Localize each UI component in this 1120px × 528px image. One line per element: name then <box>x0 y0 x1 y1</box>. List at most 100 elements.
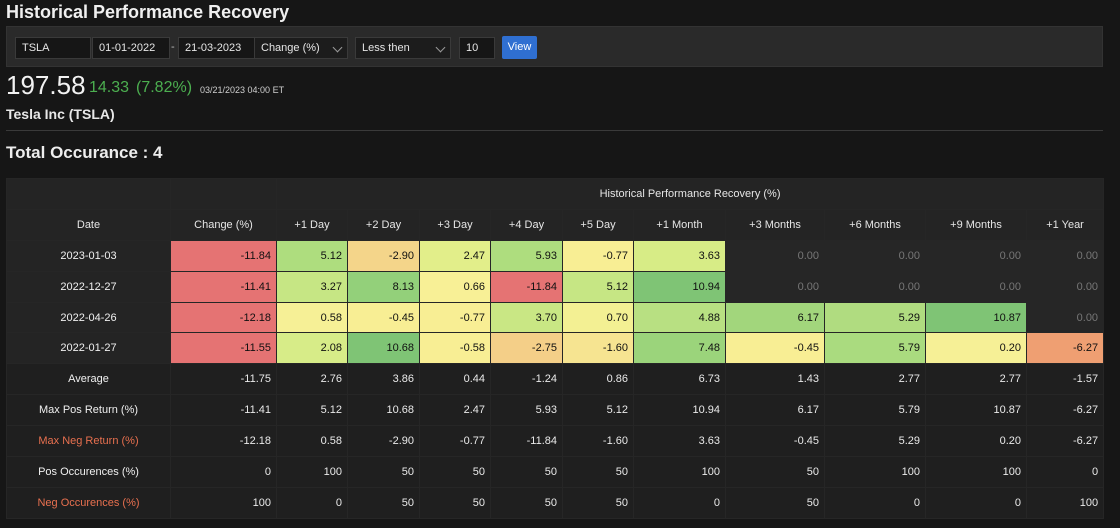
column-header: +5 Day <box>562 208 634 241</box>
stat-cell: -11.75 <box>170 363 277 396</box>
stat-cell: 50 <box>562 486 634 519</box>
table-cell: 0.00 <box>725 239 825 272</box>
stat-cell: 0 <box>824 486 926 519</box>
table-cell: 0.00 <box>824 270 926 303</box>
stat-cell: 50 <box>490 456 563 488</box>
table-cell: 7.48 <box>633 332 726 365</box>
table-cell: -11.84 <box>490 270 563 303</box>
chevron-down-icon <box>435 42 446 53</box>
row-date: 2022-01-27 <box>6 332 171 365</box>
stat-row: Average -11.75 2.76 3.86 0.44 -1.24 0.86 6.73 1.… <box>6 363 1105 396</box>
stat-label: Neg Occurences (%) <box>6 486 171 519</box>
stat-cell: 50 <box>419 486 491 519</box>
stat-row: Max Neg Return (%) -12.18 0.58 -2.90 -0.77 -1… <box>6 425 1105 458</box>
table-cell: -11.41 <box>170 270 277 303</box>
page-title: Historical Performance Recovery <box>6 2 290 22</box>
table-cell: 0.00 <box>1025 239 1105 272</box>
table-cell: -0.77 <box>562 239 634 272</box>
column-header: Date <box>6 208 171 241</box>
row-date: 2023-01-03 <box>6 239 171 272</box>
table-cell: 3.70 <box>490 301 563 334</box>
stat-cell: 0.86 <box>562 363 634 396</box>
comparator-select[interactable]: Less then <box>355 37 451 59</box>
table-cell: -0.77 <box>419 301 491 334</box>
stat-cell: -11.84 <box>490 425 563 458</box>
stat-cell: 100 <box>925 456 1027 488</box>
stat-cell: 2.77 <box>824 363 926 396</box>
stat-cell: 0.20 <box>925 425 1027 458</box>
table-cell: 0.66 <box>419 270 491 303</box>
table-cell: -11.55 <box>170 332 277 365</box>
stat-label: Max Neg Return (%) <box>6 425 171 458</box>
view-button[interactable]: View <box>502 36 537 59</box>
column-header: +3 Day <box>419 208 491 241</box>
end-date-input[interactable]: 21-03-2023 <box>178 37 256 59</box>
filter-toolbar: TSLA 01-01-2022 - 21-03-2023 Change (%) … <box>6 26 1103 67</box>
stat-cell: 5.79 <box>824 394 926 427</box>
stat-cell: -1.60 <box>562 425 634 458</box>
column-header: +4 Day <box>490 208 563 241</box>
stat-label: Pos Occurences (%) <box>6 456 171 488</box>
table-cell: -2.75 <box>490 332 563 365</box>
stat-cell: 50 <box>725 486 825 519</box>
table-cell: 0.00 <box>925 239 1027 272</box>
row-date: 2022-04-26 <box>6 301 171 334</box>
group-header-blank <box>6 178 171 210</box>
stat-cell: 10.87 <box>925 394 1027 427</box>
stat-cell: -6.27 <box>1025 425 1105 458</box>
table-cell: 0.00 <box>1025 270 1105 303</box>
stat-cell: 3.63 <box>633 425 726 458</box>
table-cell: 0.00 <box>725 270 825 303</box>
chevron-down-icon <box>332 42 343 53</box>
stat-cell: -1.57 <box>1025 363 1105 396</box>
stat-cell: 5.93 <box>490 394 563 427</box>
company-name: Tesla Inc (TSLA) <box>6 106 115 122</box>
threshold-input[interactable]: 10 <box>459 37 495 59</box>
table-cell: 0.58 <box>276 301 348 334</box>
table-cell: 5.79 <box>824 332 926 365</box>
table-cell: 0.70 <box>562 301 634 334</box>
total-occurrence: Total Occurance : 4 <box>6 143 163 162</box>
column-header: +2 Day <box>347 208 420 241</box>
stat-row: Pos Occurences (%) 0 100 50 50 50 50 100 50 100 10… <box>6 456 1105 488</box>
stat-label: Average <box>6 363 171 396</box>
table-cell: -12.18 <box>170 301 277 334</box>
quote-timestamp: 03/21/2023 04:00 ET <box>200 85 285 95</box>
stat-row: Max Pos Return (%) -11.41 5.12 10.68 2.47 5.9… <box>6 394 1105 427</box>
divider <box>6 130 1103 131</box>
stat-label: Max Pos Return (%) <box>6 394 171 427</box>
table-cell: -0.45 <box>725 332 825 365</box>
table-cell: 0.00 <box>925 270 1027 303</box>
group-header-blank <box>170 178 277 210</box>
performance-table: Historical Performance Recovery (%) Date… <box>6 178 1105 519</box>
table-cell: 10.87 <box>925 301 1027 334</box>
table-group-header-row: Historical Performance Recovery (%) <box>6 178 1105 210</box>
stat-row: Neg Occurences (%) 100 0 50 50 50 50 0 50 0 0 100 <box>6 486 1105 519</box>
stat-cell: -2.90 <box>347 425 420 458</box>
table-cell: -0.58 <box>419 332 491 365</box>
stat-cell: 0.44 <box>419 363 491 396</box>
stat-cell: -1.24 <box>490 363 563 396</box>
column-header: +1 Year <box>1025 208 1105 241</box>
ticker-input[interactable]: TSLA <box>15 37 91 59</box>
table-cell: -0.45 <box>347 301 420 334</box>
stat-cell: 5.12 <box>276 394 348 427</box>
stat-cell: 2.47 <box>419 394 491 427</box>
table-header-row: Date Change (%) +1 Day +2 Day +3 Day +4 Day +5… <box>6 208 1105 241</box>
stat-cell: 0 <box>925 486 1027 519</box>
table-cell: 5.29 <box>824 301 926 334</box>
stat-cell: -12.18 <box>170 425 277 458</box>
table-cell: 3.27 <box>276 270 348 303</box>
table-cell: 5.12 <box>276 239 348 272</box>
stat-cell: 10.94 <box>633 394 726 427</box>
table-cell: -1.60 <box>562 332 634 365</box>
metric-select[interactable]: Change (%) <box>254 37 348 59</box>
stat-cell: -0.45 <box>725 425 825 458</box>
start-date-input[interactable]: 01-01-2022 <box>92 37 170 59</box>
table-body: 2023-01-03 -11.84 5.12 -2.90 2.47 5.93 -0.77 3.… <box>6 239 1105 519</box>
table-cell: 10.94 <box>633 270 726 303</box>
comparator-select-value: Less then <box>362 42 410 54</box>
stat-cell: -6.27 <box>1025 394 1105 427</box>
column-header: +9 Months <box>925 208 1027 241</box>
table-cell: 5.93 <box>490 239 563 272</box>
